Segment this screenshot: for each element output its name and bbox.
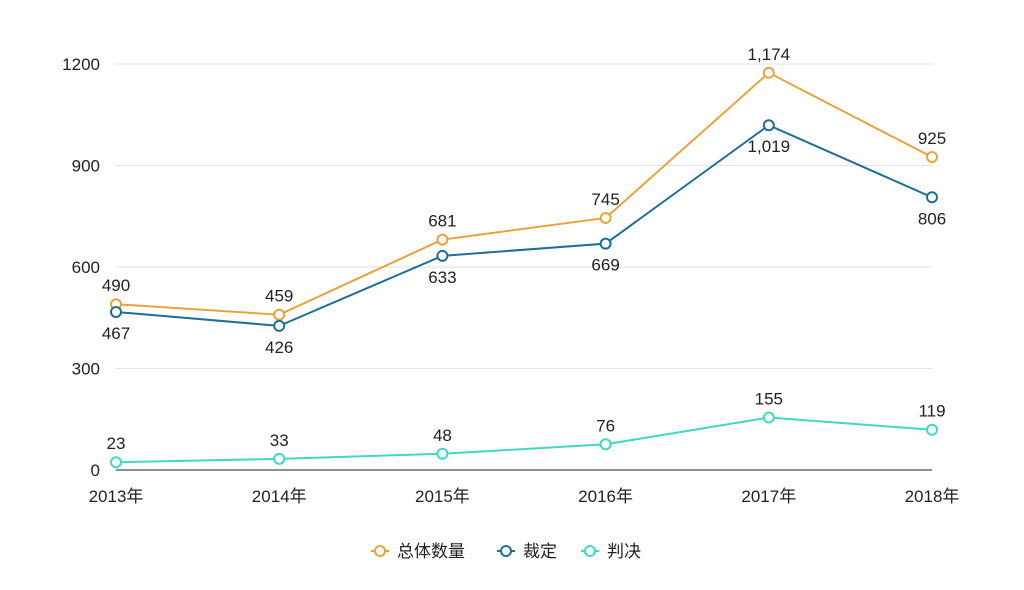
series-0-point-3 [599, 211, 612, 224]
x-tick-label-1: 2014年 [252, 487, 307, 506]
series-0-label-3: 745 [591, 190, 619, 209]
series-2-label-0: 23 [107, 434, 126, 453]
data-labels: 490 459 681 745 1,174 925 467 426 633 669 1,019 806… [102, 45, 946, 453]
series-2-point-1 [273, 452, 286, 465]
series-0-point-4 [762, 66, 775, 79]
series-0-label-1: 459 [265, 287, 293, 306]
series-0-label-5: 925 [918, 129, 946, 148]
series-2-label-4: 155 [755, 390, 783, 409]
series-1-point-1 [273, 319, 286, 332]
y-tick-label-1200: 1200 [62, 55, 100, 74]
series-group [110, 66, 938, 469]
legend-label-0: 总体数量 [397, 542, 465, 561]
series-2-label-3: 76 [596, 416, 615, 435]
series-1-point-4 [762, 119, 775, 132]
legend: 总体数量 裁定 判决 [371, 542, 641, 561]
y-tick-label-900: 900 [72, 157, 100, 176]
series-2-label-1: 33 [270, 431, 289, 450]
series-1-point-3 [599, 237, 612, 250]
series-2-point-2 [436, 447, 449, 460]
y-tick-label-0: 0 [91, 461, 100, 480]
y-axis: 0 300 600 900 1200 [62, 55, 100, 480]
x-tick-labels: 2013年 2014年 2015年 2016年 2017年 2018年 [89, 487, 960, 506]
legend-swatch-marker-1 [500, 545, 512, 557]
y-tick-label-300: 300 [72, 360, 100, 379]
series-0-point-2 [436, 233, 449, 246]
series-1-label-4: 1,019 [748, 137, 791, 156]
series-1-point-0 [110, 305, 122, 318]
series-0-point-5 [926, 151, 938, 164]
x-tick-label-5: 2018年 [905, 487, 960, 506]
series-0-label-4: 1,174 [748, 45, 791, 64]
series-2-point-4 [762, 411, 775, 424]
legend-swatch-marker-2 [584, 545, 596, 557]
series-1-label-3: 669 [591, 256, 619, 275]
x-tick-label-0: 2013年 [89, 487, 144, 506]
series-1-label-0: 467 [102, 324, 130, 343]
series-line-1 [115, 124, 933, 327]
y-tick-label-600: 600 [72, 258, 100, 277]
series-0-label-2: 681 [428, 212, 456, 231]
series-2-label-2: 48 [433, 426, 452, 445]
legend-label-1: 裁定 [523, 542, 557, 561]
series-1-label-2: 633 [428, 268, 456, 287]
series-0-point-1 [273, 308, 286, 321]
legend-swatch-marker-0 [374, 545, 386, 557]
legend-label-2: 判决 [607, 542, 641, 561]
series-1-label-5: 806 [918, 209, 946, 228]
series-0-label-0: 490 [102, 276, 130, 295]
series-line-2 [115, 416, 933, 464]
series-2-point-0 [110, 456, 122, 469]
series-1-point-5 [926, 191, 938, 204]
series-line-0 [115, 71, 933, 316]
series-2-point-5 [926, 423, 938, 436]
series-2-point-3 [599, 438, 612, 451]
x-tick-label-4: 2017年 [741, 487, 796, 506]
x-tick-label-3: 2016年 [578, 487, 633, 506]
series-1-label-1: 426 [265, 338, 293, 357]
x-tick-label-2: 2015年 [415, 487, 470, 506]
series-1-point-2 [436, 249, 449, 262]
series-2-label-5: 119 [918, 402, 945, 421]
grid [116, 63, 932, 369]
